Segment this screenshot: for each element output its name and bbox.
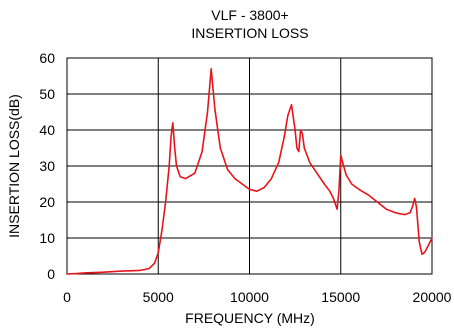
x-tick-label-4: 20000: [413, 289, 452, 305]
gridlines: [67, 58, 432, 274]
x-axis-label: FREQUENCY (MHz): [185, 310, 315, 326]
x-tick-labels: 0 5000 10000 15000 20000: [63, 289, 452, 305]
y-tick-label-4: 40: [39, 122, 55, 138]
series-line-0: [66, 68, 433, 275]
y-tick-label-2: 20: [39, 194, 55, 210]
chart-subtitle: INSERTION LOSS: [191, 25, 308, 41]
y-tick-labels: 0 10 20 30 40 50 60: [39, 50, 55, 282]
y-axis-label: INSERTION LOSS(dB): [6, 94, 22, 238]
y-tick-label-6: 60: [39, 50, 55, 66]
x-tick-label-2: 10000: [230, 289, 269, 305]
chart-title: VLF - 3800+: [211, 7, 288, 23]
y-tick-label-1: 10: [39, 230, 55, 246]
y-tick-label-3: 30: [39, 158, 55, 174]
series-layer: [66, 68, 433, 275]
x-tick-label-3: 15000: [321, 289, 360, 305]
y-tick-label-5: 50: [39, 86, 55, 102]
y-tick-label-0: 0: [47, 266, 55, 282]
x-tick-label-0: 0: [63, 289, 71, 305]
plot-area-frame: [66, 57, 433, 275]
x-tick-label-1: 5000: [143, 289, 174, 305]
